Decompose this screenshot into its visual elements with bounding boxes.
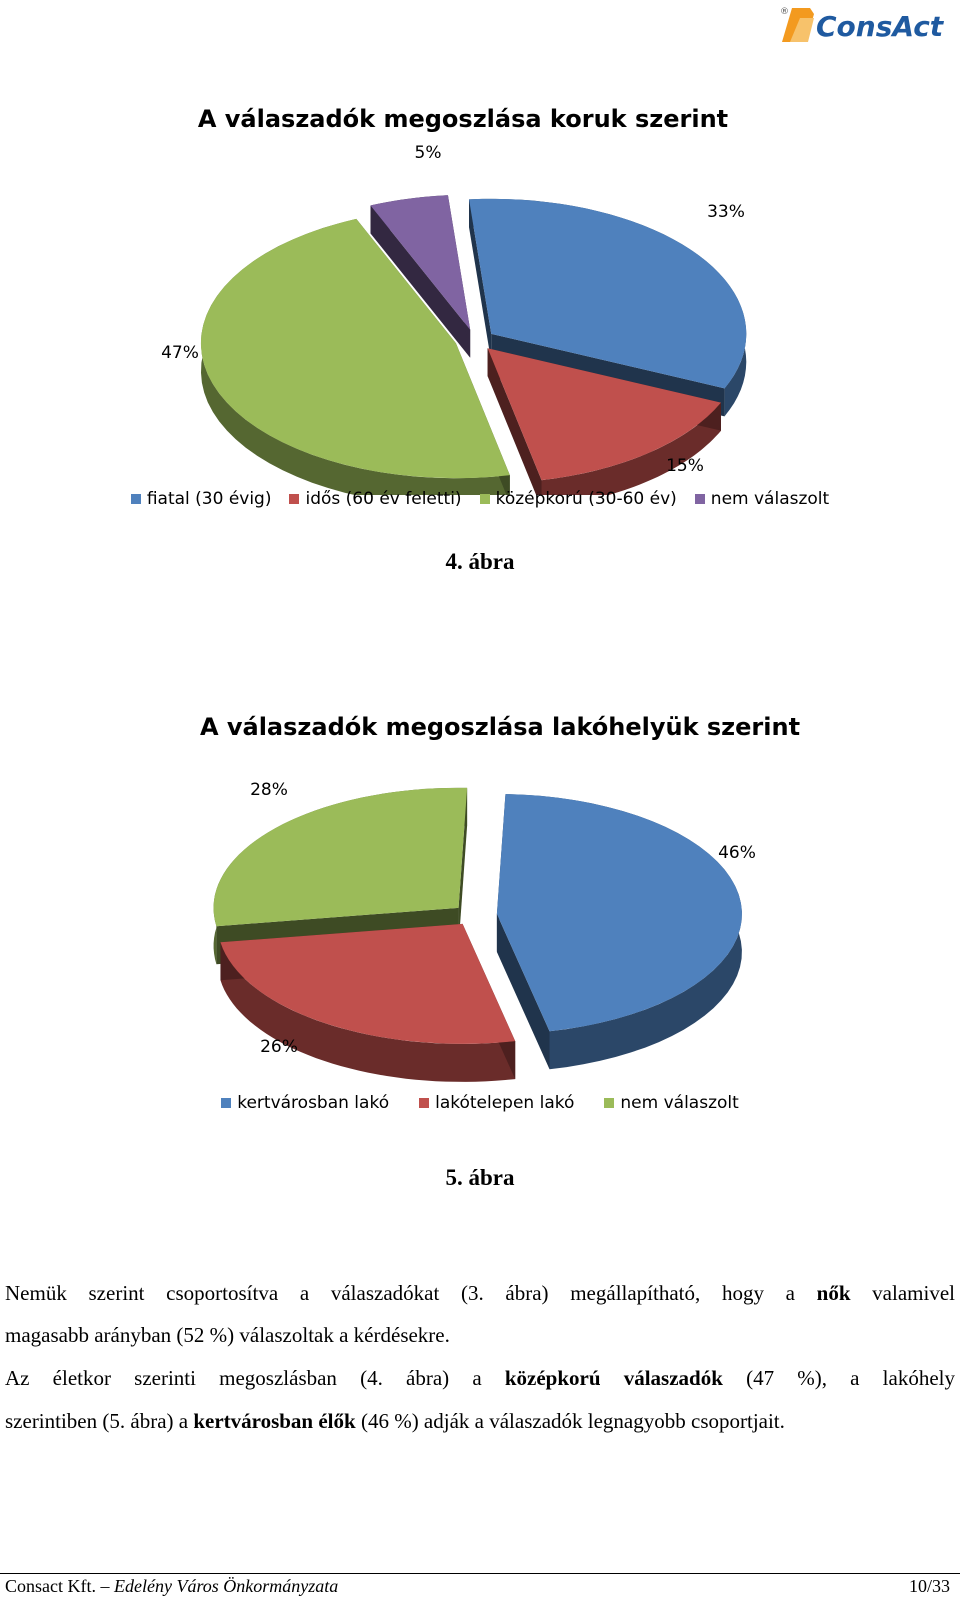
chart-title: A válaszadók megoszlása lakóhelyük szeri… [200,713,800,741]
pie-slice-lak-telepen-lak- [220,923,516,1044]
pie-label-lakotelep: 26% [260,1037,298,1057]
pie-slice-side-lak-telepen-lak- [220,942,516,1082]
pie-slice-wall-nem-v-laszolt [458,787,468,946]
paragraph-line: Nemük szerint csoportosítva a válaszadók… [5,1281,955,1305]
svg-text:®: ® [780,7,789,17]
pie-label-nem-valaszolt: 28% [250,780,288,800]
svg-text:ConsAct: ConsAct [816,10,945,43]
pie-label-kozepkoru: 47% [161,343,199,363]
legend-swatch-icon [479,494,490,504]
pie-slice-wall-kertv-rosban-lak- [496,914,550,1070]
footer-left: Consact Kft. – Edelény Város Önkormányza… [5,1576,339,1596]
pie-slice-wall-id-s-60-v-feletti- [487,348,542,495]
pie-slice-id-s-60-v-feletti- [487,348,721,481]
legend-swatch-icon [419,1098,430,1108]
paragraph-line: Az életkor szerinti megoszlásban (4. ábr… [5,1366,955,1390]
legend-swatch-icon [130,494,141,504]
figure-caption: 5. ábra [445,1165,515,1190]
pie-slice-wall-fiatal-30-vig- [469,199,492,362]
residence-legend: kertvárosban lakó lakótelepen lakó nem v… [0,1093,960,1113]
pie-label-nem-valaszolt: 5% [415,143,442,163]
pie-label-kertvaros: 46% [718,843,756,863]
footer-divider [0,1573,960,1574]
pie-slice-kertv-rosban-lak- [496,794,742,1032]
legend-item: lakótelepen lakó [419,1093,574,1113]
legend-swatch-icon [604,1098,615,1108]
legend-item: fiatal (30 évig) [130,489,271,509]
pie-slice-nem-v-laszolt [213,787,468,927]
legend-item: nem válaszolt [694,489,829,509]
pie-label-idos: 15% [666,456,704,476]
legend-swatch-icon [694,494,705,504]
legend-item: középkorú (30-60 év) [479,489,677,509]
chart-title: A válaszadók megoszlása koruk szerint [198,105,728,133]
pie-slice-wall-nem-v-laszolt [370,205,471,358]
consact-logo: ConsAct ® [780,7,945,43]
legend-item: nem válaszolt [604,1093,739,1113]
pie-slice-side-id-s-60-v-feletti- [541,402,721,495]
legend-swatch-icon [289,494,300,504]
residence-pie-chart: A válaszadók megoszlása lakóhelyük szeri… [0,703,960,1083]
legend-item: idős (60 év feletti) [289,489,462,509]
age-legend: fiatal (30 évig) idős (60 év feletti) kö… [0,489,960,509]
figure-caption: 4. ábra [445,549,515,574]
page-footer: Consact Kft. – Edelény Város Önkormányza… [5,1576,950,1597]
paragraph-line: magasabb arányban (52 %) válaszoltak a k… [5,1323,450,1347]
legend-swatch-icon [221,1098,232,1108]
pie-label-fiatal: 33% [707,202,745,222]
pie-slice-nem-v-laszolt [370,195,471,330]
page-number: 10/33 [908,1576,950,1596]
age-pie-chart: A válaszadók megoszlása koruk szerint 33… [0,95,960,495]
pie-slice-fiatal-30-vig- [469,198,747,389]
pie-slice-k-z-pkor-30-60-v- [200,218,510,479]
paragraph-line: szerintiben (5. ábra) a kertvárosban élő… [5,1409,785,1433]
age-pie-svg: A válaszadók megoszlása koruk szerint 33… [161,105,747,495]
legend-item: kertvárosban lakó [221,1093,389,1113]
residence-pie-svg: A válaszadók megoszlása lakóhelyük szeri… [200,713,800,1082]
